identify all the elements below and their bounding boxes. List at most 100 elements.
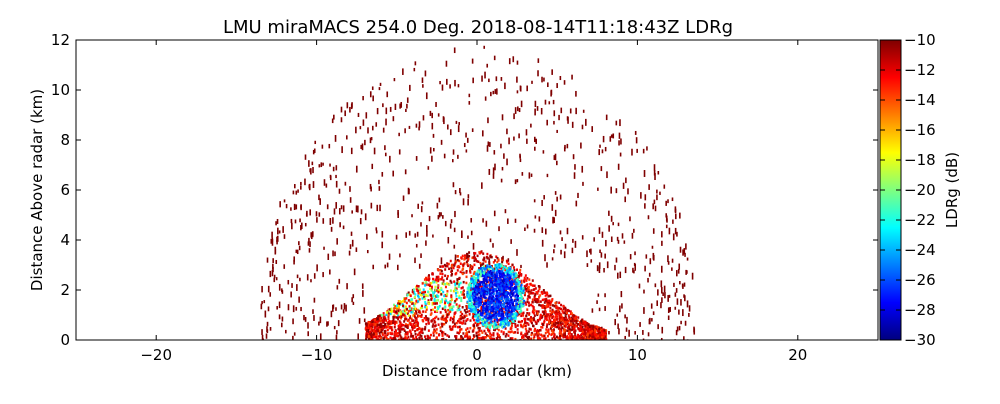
radar-bin — [490, 308, 493, 312]
radar-bin — [495, 309, 498, 313]
radar-bin — [610, 236, 613, 242]
radar-bin — [413, 295, 416, 299]
radar-bin — [491, 281, 494, 284]
radar-bin — [575, 200, 578, 207]
radar-bin — [556, 325, 559, 329]
radar-bin — [497, 323, 500, 326]
radar-bin — [575, 107, 577, 115]
radar-bin — [392, 320, 395, 323]
radar-bin — [561, 326, 564, 330]
radar-bin — [510, 239, 512, 244]
radar-bin — [412, 314, 415, 317]
radar-bin — [455, 297, 458, 301]
radar-bin — [527, 286, 530, 289]
radar-bin — [477, 282, 480, 286]
radar-bin — [441, 331, 444, 335]
radar-bin — [405, 301, 408, 305]
radar-bin — [495, 279, 498, 283]
radar-bin — [495, 287, 498, 291]
radar-bin — [579, 328, 582, 331]
radar-bin — [484, 332, 487, 335]
radar-bin — [491, 276, 494, 279]
radar-bin — [468, 251, 471, 254]
radar-bin — [468, 295, 471, 298]
radar-bin — [428, 277, 431, 280]
radar-bin — [469, 302, 472, 306]
radar-bin — [485, 291, 488, 295]
radar-bin — [599, 249, 601, 254]
radar-bin — [420, 313, 423, 317]
radar-bin — [398, 132, 400, 137]
radar-bin — [266, 329, 269, 334]
radar-bin — [514, 286, 517, 290]
radar-bin — [500, 295, 503, 299]
radar-bin — [389, 308, 392, 311]
radar-bin — [380, 328, 383, 332]
radar-bin — [450, 295, 453, 299]
radar-bin — [525, 287, 528, 291]
radar-bin — [360, 209, 363, 215]
radar-bin — [496, 300, 499, 304]
radar-bin — [553, 320, 556, 324]
radar-bin — [443, 263, 446, 267]
radar-bin — [481, 274, 484, 277]
radar-bin — [548, 101, 551, 105]
radar-bin — [472, 312, 475, 316]
radar-bin — [369, 183, 372, 190]
radar-bin — [570, 316, 573, 320]
radar-bin — [333, 325, 336, 330]
radar-bin — [468, 337, 471, 340]
radar-bin — [486, 272, 489, 276]
radar-bin — [586, 334, 589, 337]
radar-bin — [441, 276, 444, 279]
radar-bin — [507, 292, 510, 295]
radar-bin — [344, 181, 347, 186]
radar-bin — [371, 335, 374, 338]
radar-bin — [559, 338, 562, 340]
radar-bin — [452, 266, 455, 270]
radar-bin — [676, 231, 678, 237]
radar-bin — [323, 179, 326, 186]
radar-bin — [464, 311, 467, 314]
radar-bin — [418, 298, 421, 301]
radar-bin — [657, 170, 660, 175]
radar-bin — [523, 285, 526, 288]
radar-bin — [493, 303, 496, 307]
radar-bin — [510, 283, 513, 286]
radar-bin — [668, 294, 671, 298]
radar-bin — [524, 327, 527, 331]
radar-bin — [376, 338, 379, 340]
radar-bin — [287, 304, 290, 311]
radar-bin — [390, 309, 393, 312]
radar-bin — [541, 310, 544, 314]
radar-bin — [487, 308, 490, 312]
radar-bin — [332, 217, 334, 224]
radar-bin — [404, 323, 407, 326]
radar-bin — [371, 324, 374, 327]
radar-bin — [573, 328, 576, 331]
radar-bin — [501, 287, 504, 290]
y-tick-label: 4 — [60, 231, 70, 249]
radar-bin — [573, 319, 576, 323]
radar-bin — [514, 107, 517, 114]
x-tick-label: 0 — [472, 346, 482, 364]
radar-bin — [295, 204, 298, 210]
radar-bin — [270, 238, 273, 244]
radar-bin — [523, 276, 526, 280]
radar-bin — [553, 120, 555, 125]
radar-bin — [300, 204, 302, 211]
radar-bin — [377, 319, 380, 322]
radar-bin — [361, 283, 364, 289]
radar-bin — [283, 234, 286, 239]
radar-bin — [283, 199, 286, 203]
radar-bin — [485, 279, 488, 282]
radar-bin — [423, 278, 426, 281]
radar-bin — [275, 221, 277, 226]
radar-bin — [577, 316, 580, 319]
radar-bin — [505, 282, 508, 286]
radar-bin — [571, 337, 574, 340]
radar-bin — [420, 335, 423, 338]
radar-bin — [504, 271, 507, 274]
radar-bin — [438, 197, 441, 203]
radar-bin — [514, 179, 517, 185]
